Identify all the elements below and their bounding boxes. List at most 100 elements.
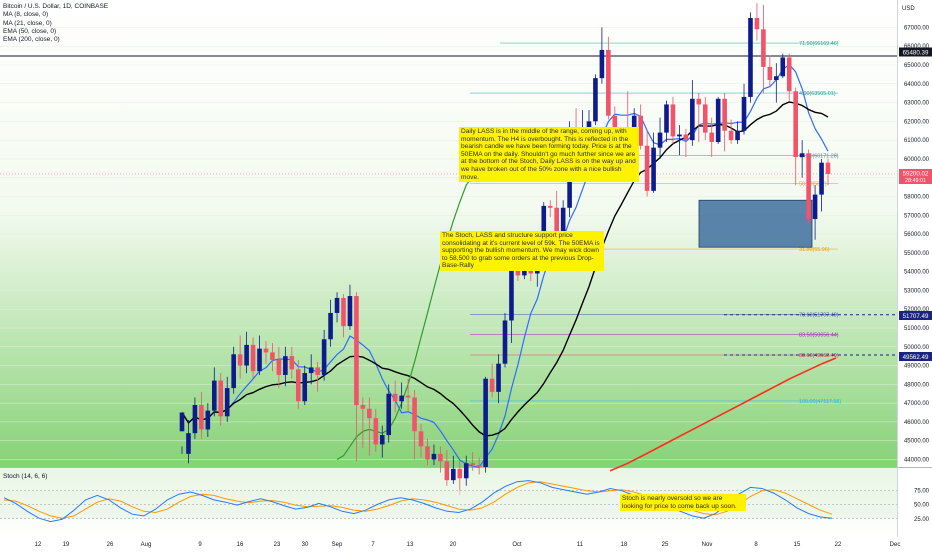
price-tick-label: 64000.00 [904,82,930,88]
price-tick-label: 54000.00 [904,270,930,276]
price-tick-label: 50000.00 [904,345,930,351]
candle-body [709,132,715,143]
price-tick-label: 57000.00 [904,213,930,219]
candle-body [489,378,495,392]
candle-body [780,57,786,77]
price-tick-label: 46000.00 [904,420,930,426]
chart-title: Bitcoin / U.S. Dollar, 1D, COINBASE [3,3,109,10]
candle-body [205,410,211,430]
fib-label: 4.00(63505.01) [799,91,836,97]
candle-body [257,348,262,372]
candle-body [192,405,198,434]
fib-label: 31.80(55.96) [799,247,830,253]
candle-body [774,76,779,81]
candle-body [347,296,353,327]
candle-body [606,49,611,116]
stoch-level-label: 75.00 [914,488,930,494]
candle-body [231,354,236,389]
current-price-countdown: 28:49:01 [905,178,926,184]
candle-body [761,29,766,67]
candle-body [664,104,669,133]
price-tick-label: 44000.00 [904,457,930,463]
candle-body [276,359,282,375]
time-tick-label: 26 [107,542,114,548]
candle-body [599,49,605,79]
fib-label: 71.50(66169.46) [799,41,839,47]
currency-label: USD [902,6,915,12]
time-tick-label: Aug [141,542,152,548]
stochastic-oscillator: 75.00 50.00 25.00 [0,480,930,523]
candle-body [696,98,702,105]
time-tick-label: Oct [512,542,522,548]
candle-body [250,344,256,372]
candle-body [186,433,191,454]
time-tick-label: 9 [198,542,202,548]
price-axis-background [897,0,932,550]
candle-body [463,463,469,479]
candle-body [496,363,501,392]
indicator-ema50: EMA (50, close, 0) [3,27,57,35]
candle-body [438,453,443,462]
candle-body [270,352,275,360]
price-tick-label: 51000.00 [904,326,930,332]
candle-body [677,134,682,137]
demand-zone [698,199,813,248]
candle-body [218,380,224,417]
grid [0,27,897,460]
note-daily-analysis: Daily LASS is in the middle of the range… [459,127,639,183]
candle-body [444,461,450,481]
fib-786-tag: 51707.49 [903,313,929,320]
candle-body [767,66,773,81]
candle-body [405,395,411,398]
candle-body [554,207,559,233]
ema50-line [336,167,486,461]
price-tick-label: 53000.00 [904,288,930,294]
stoch-level-label: 50.00 [914,503,930,509]
candle-body [373,418,379,445]
time-tick-label: 18 [621,542,628,548]
price-axis: 44000.00 45000.00 46000.00 47000.00 48000.00… [904,25,930,463]
price-tick-label: 45000.00 [904,439,930,445]
candle-body [651,147,656,191]
candle-body [412,397,417,432]
candle-body [825,162,831,174]
current-price-tag-box [899,169,932,184]
candle-body [237,354,243,366]
price-tick-label: 55000.00 [904,251,930,257]
candle-body [509,256,514,321]
time-tick-label: Sep [332,542,343,548]
ema200-line [609,357,837,472]
candle-body [308,367,314,374]
indicator-ma8: MA (8, close, 0) [3,11,49,19]
candle-body [451,468,456,481]
candle-body [715,98,721,143]
time-tick-label: 11 [577,542,584,548]
demand-zone-box [698,199,813,248]
candle-body [560,207,566,233]
candle-body [547,205,553,208]
candle-body [425,446,430,460]
candle-body [341,297,346,327]
candle-body [670,104,676,137]
candle-body [690,98,695,141]
price-tick-label: 62000.00 [904,119,930,125]
candle-body [302,373,308,402]
stoch-k-line [3,480,833,523]
note-oversold: Stoch is nearly oversold so we are looki… [620,494,746,512]
candle-body [321,339,327,375]
candle-body [483,378,488,467]
candle-body [819,162,824,195]
candle-body [806,153,811,220]
price-tags: 65480.39 59200.02 28:49:01 51707.49 4956… [899,47,932,361]
candle-body [754,18,760,30]
price-tick-label: 56000.00 [904,232,930,238]
fib-786-tag-box [899,311,932,320]
candle-body [593,78,598,122]
time-tick-label: Nov [702,542,713,548]
time-tick-label: 19 [63,542,70,548]
indicator-ema200: EMA (200, close, 0) [3,36,60,44]
top-level-tag-box [899,47,932,57]
candle-body [735,130,740,141]
current-price-tag: 59200.02 [903,171,929,178]
